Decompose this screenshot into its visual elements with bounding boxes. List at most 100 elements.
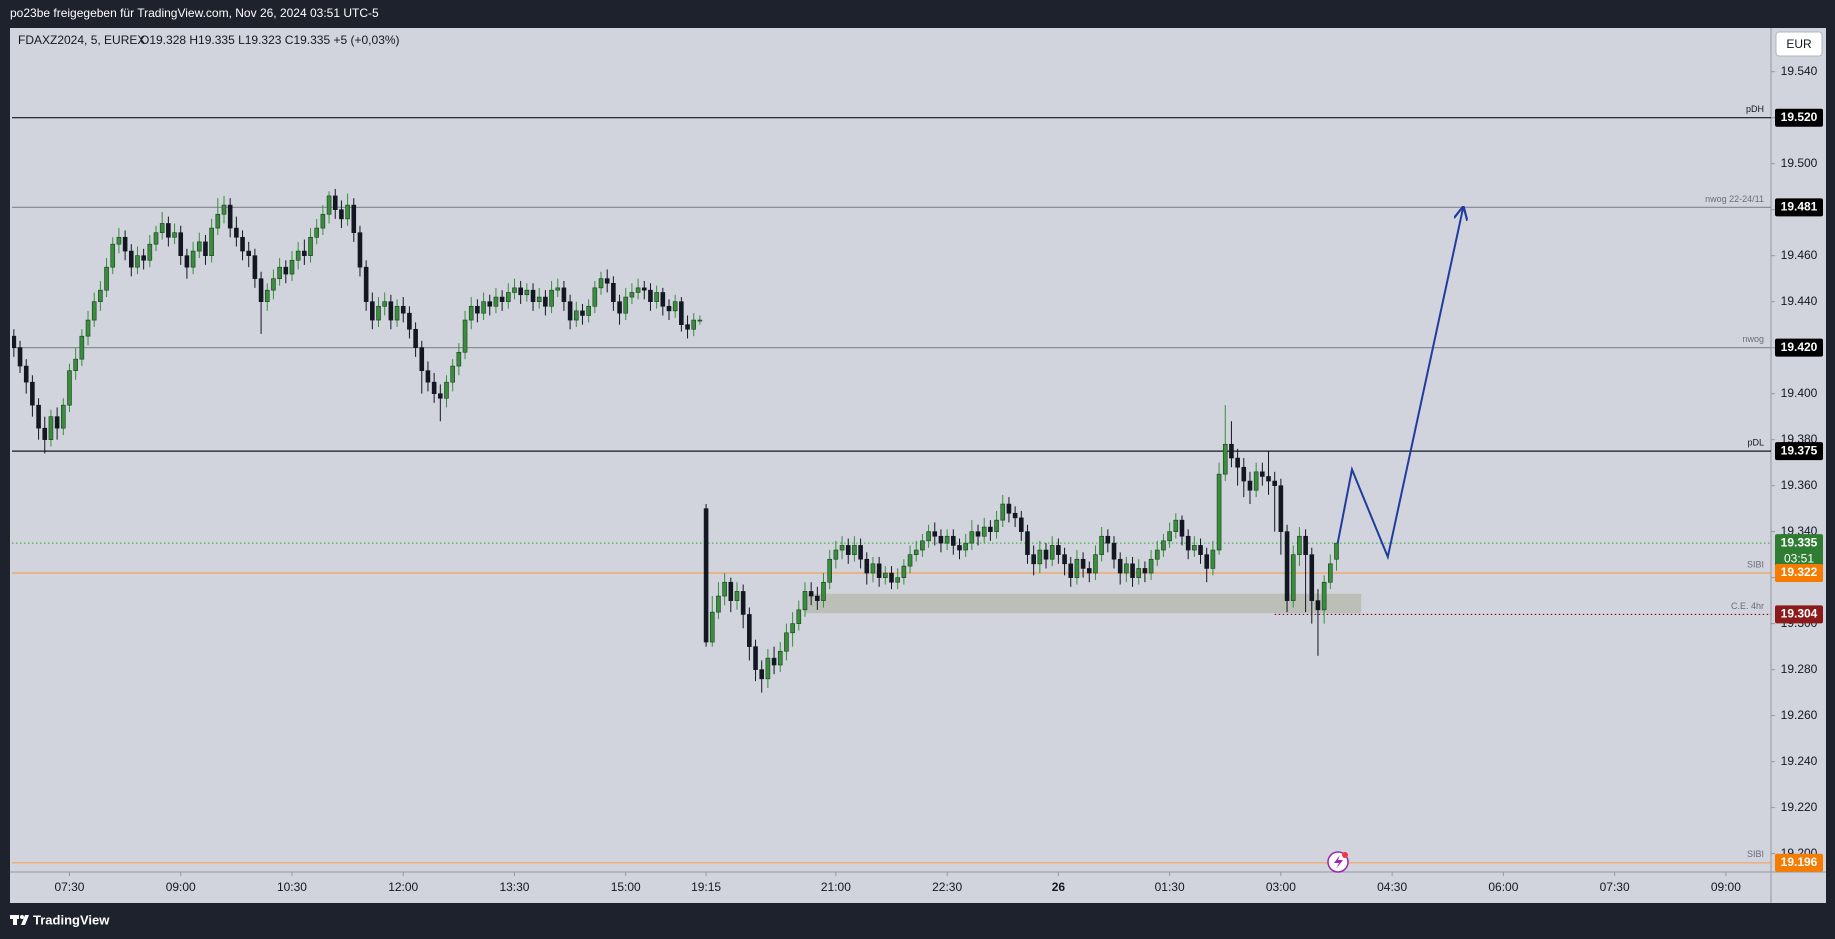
candle-body <box>178 232 184 256</box>
candle-body <box>1328 563 1333 583</box>
price-box-label: 19.335 <box>1781 535 1818 549</box>
candle-body <box>555 287 561 291</box>
level-label: C.E. 4hr <box>1731 601 1764 611</box>
candle-body <box>561 287 567 302</box>
candle-body <box>1142 568 1148 574</box>
candle-body <box>827 558 832 583</box>
price-box <box>1775 108 1823 127</box>
candle-body <box>740 591 746 615</box>
candle-body <box>376 305 381 321</box>
x-tick-label: 19:15 <box>691 880 721 894</box>
candle-body <box>1241 466 1247 482</box>
level-label: SIBI <box>1747 849 1764 859</box>
y-tick-label: 19.360 <box>1781 478 1818 492</box>
candle-body <box>1068 563 1074 578</box>
candle-body <box>1086 568 1092 574</box>
candle-body <box>1297 535 1302 555</box>
candle-body <box>462 319 468 353</box>
candle-body <box>648 289 653 302</box>
candle-body <box>1080 558 1086 569</box>
y-tick-label: 19.240 <box>1781 754 1818 768</box>
candle-body <box>666 305 672 312</box>
candle-body <box>747 614 752 647</box>
candle-body <box>314 227 320 238</box>
candle-body <box>635 287 641 293</box>
candle-body <box>573 310 579 321</box>
candle-body <box>289 259 295 275</box>
candle-body <box>450 365 455 383</box>
candle-body <box>901 565 907 578</box>
candle-body <box>697 319 703 322</box>
candle-body <box>1148 558 1154 574</box>
candle-body <box>660 292 666 307</box>
candle-body <box>1253 471 1259 491</box>
price-box-label: 19.375 <box>1781 443 1818 457</box>
candle-body <box>190 250 196 268</box>
candle-body <box>981 526 987 537</box>
candle-body <box>30 381 35 406</box>
candle-body <box>617 301 622 314</box>
y-tick-label: 19.220 <box>1781 800 1818 814</box>
candle-body <box>672 301 678 312</box>
candle-body <box>858 545 863 560</box>
candle-body <box>839 545 845 551</box>
candle-body <box>332 195 338 210</box>
candle-body <box>1049 545 1055 560</box>
candle-body <box>240 236 245 252</box>
candle-body <box>234 227 239 238</box>
y-tick-label: 19.260 <box>1781 708 1818 722</box>
candle-body <box>110 243 116 268</box>
candle-body <box>543 296 548 307</box>
candle-body <box>524 289 530 296</box>
candle-body <box>1210 549 1216 569</box>
candle-body <box>592 287 598 307</box>
candle-body <box>456 351 462 367</box>
candle-body <box>889 572 894 583</box>
candle-body <box>709 611 715 643</box>
x-tick-label: 15:00 <box>611 880 641 894</box>
y-tick-label: 19.400 <box>1781 386 1818 400</box>
candle-body <box>264 289 270 302</box>
candle-body <box>493 296 499 307</box>
price-box-label: 19.322 <box>1781 565 1818 579</box>
candle-body <box>221 204 227 215</box>
candle-body <box>1247 480 1253 491</box>
candle-body <box>79 335 85 360</box>
x-tick-label: 03:00 <box>1266 880 1296 894</box>
candle-body <box>938 535 944 544</box>
x-tick-label: 01:30 <box>1155 880 1185 894</box>
candle-body <box>116 236 122 245</box>
candle-body <box>716 595 721 613</box>
candle-body <box>252 255 258 279</box>
candle-body <box>1062 554 1067 565</box>
candle-body <box>141 255 146 261</box>
candle-body <box>345 204 350 220</box>
candle-body <box>951 535 956 546</box>
candle-body <box>1099 535 1104 555</box>
currency-button[interactable] <box>1775 31 1823 57</box>
candle-body <box>1216 473 1222 551</box>
candle-body <box>209 227 214 256</box>
candle-body <box>1037 549 1043 565</box>
level-label: pDH <box>1746 104 1764 114</box>
chart-area <box>10 28 1826 903</box>
share-title: po23be freigegeben für TradingView.com, … <box>10 6 379 20</box>
candle-body <box>1290 554 1296 601</box>
candle-body <box>876 563 882 578</box>
candle-body <box>753 646 758 670</box>
candle-body <box>419 347 425 371</box>
projection-path <box>1336 207 1464 561</box>
candle-body <box>407 312 412 330</box>
candle-body <box>438 393 443 399</box>
x-tick-label: 26 <box>1052 880 1066 894</box>
candle-body <box>641 287 647 291</box>
candle-body <box>122 236 128 252</box>
currency[interactable]: EUR <box>1786 37 1812 51</box>
candle-body <box>1321 581 1327 611</box>
candle-body <box>258 278 264 302</box>
level-label: nwog 22-24/11 <box>1705 194 1764 204</box>
candle-body <box>870 563 876 574</box>
x-tick-label: 12:00 <box>388 880 418 894</box>
candle-body <box>394 305 400 321</box>
candle-body <box>845 545 851 555</box>
